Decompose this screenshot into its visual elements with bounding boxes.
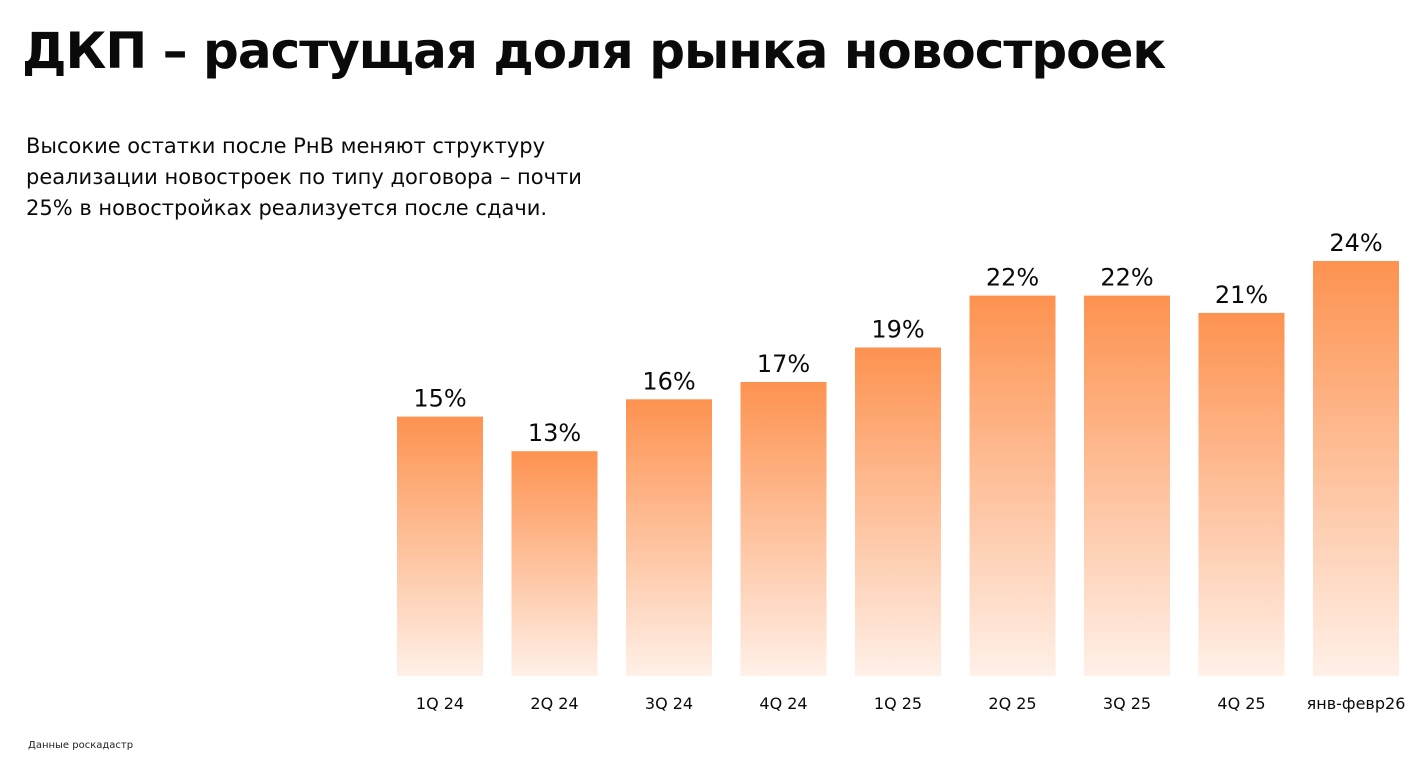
x-tick-label-1: 1Q 24: [416, 694, 464, 713]
bar-7: [1084, 295, 1170, 676]
x-tick-label-6: 2Q 25: [988, 694, 1036, 713]
x-tick-label-2: 2Q 24: [530, 694, 578, 713]
bar-2: [511, 451, 598, 676]
x-tick-label-7: 3Q 25: [1103, 694, 1151, 713]
bar-5: [855, 347, 941, 676]
x-tick-label-9: янв-февр26: [1307, 694, 1406, 713]
bar-8: [1198, 312, 1285, 676]
x-tick-label-4: 4Q 24: [759, 694, 807, 713]
bar-1: [397, 416, 483, 676]
data-label-9: 24%: [1329, 229, 1382, 257]
x-tick-label-3: 3Q 24: [645, 694, 693, 713]
page-title: ДКП – растущая доля рынка новостроек: [22, 22, 1166, 80]
bar-6: [969, 295, 1056, 676]
x-tick-label-5: 1Q 25: [874, 694, 922, 713]
source-note: Данные роскадастр: [28, 740, 134, 751]
bar-9: [1313, 261, 1399, 676]
category-labels-group: 1Q 24 2Q 24 3Q 24 4Q 24 1Q 25 2Q 25 3Q 25 4Q 25…: [416, 694, 1405, 713]
data-label-1: 15%: [413, 385, 466, 413]
bar-4: [740, 382, 827, 676]
data-labels-group: 15% 13% 16% 17% 19% 22% 22% 21% 24%: [413, 229, 1382, 447]
data-label-8: 21%: [1215, 281, 1268, 309]
data-label-5: 19%: [871, 316, 924, 344]
bars-group: [397, 261, 1399, 676]
chart-subtitle: Высокие остатки после РнВ меняют структу…: [26, 134, 582, 220]
data-label-3: 16%: [642, 367, 695, 395]
data-label-4: 17%: [757, 350, 810, 378]
data-label-7: 22%: [1100, 264, 1153, 292]
bar-3: [626, 399, 712, 676]
x-tick-label-8: 4Q 25: [1217, 694, 1265, 713]
data-label-6: 22%: [986, 264, 1039, 292]
data-label-2: 13%: [528, 419, 581, 447]
